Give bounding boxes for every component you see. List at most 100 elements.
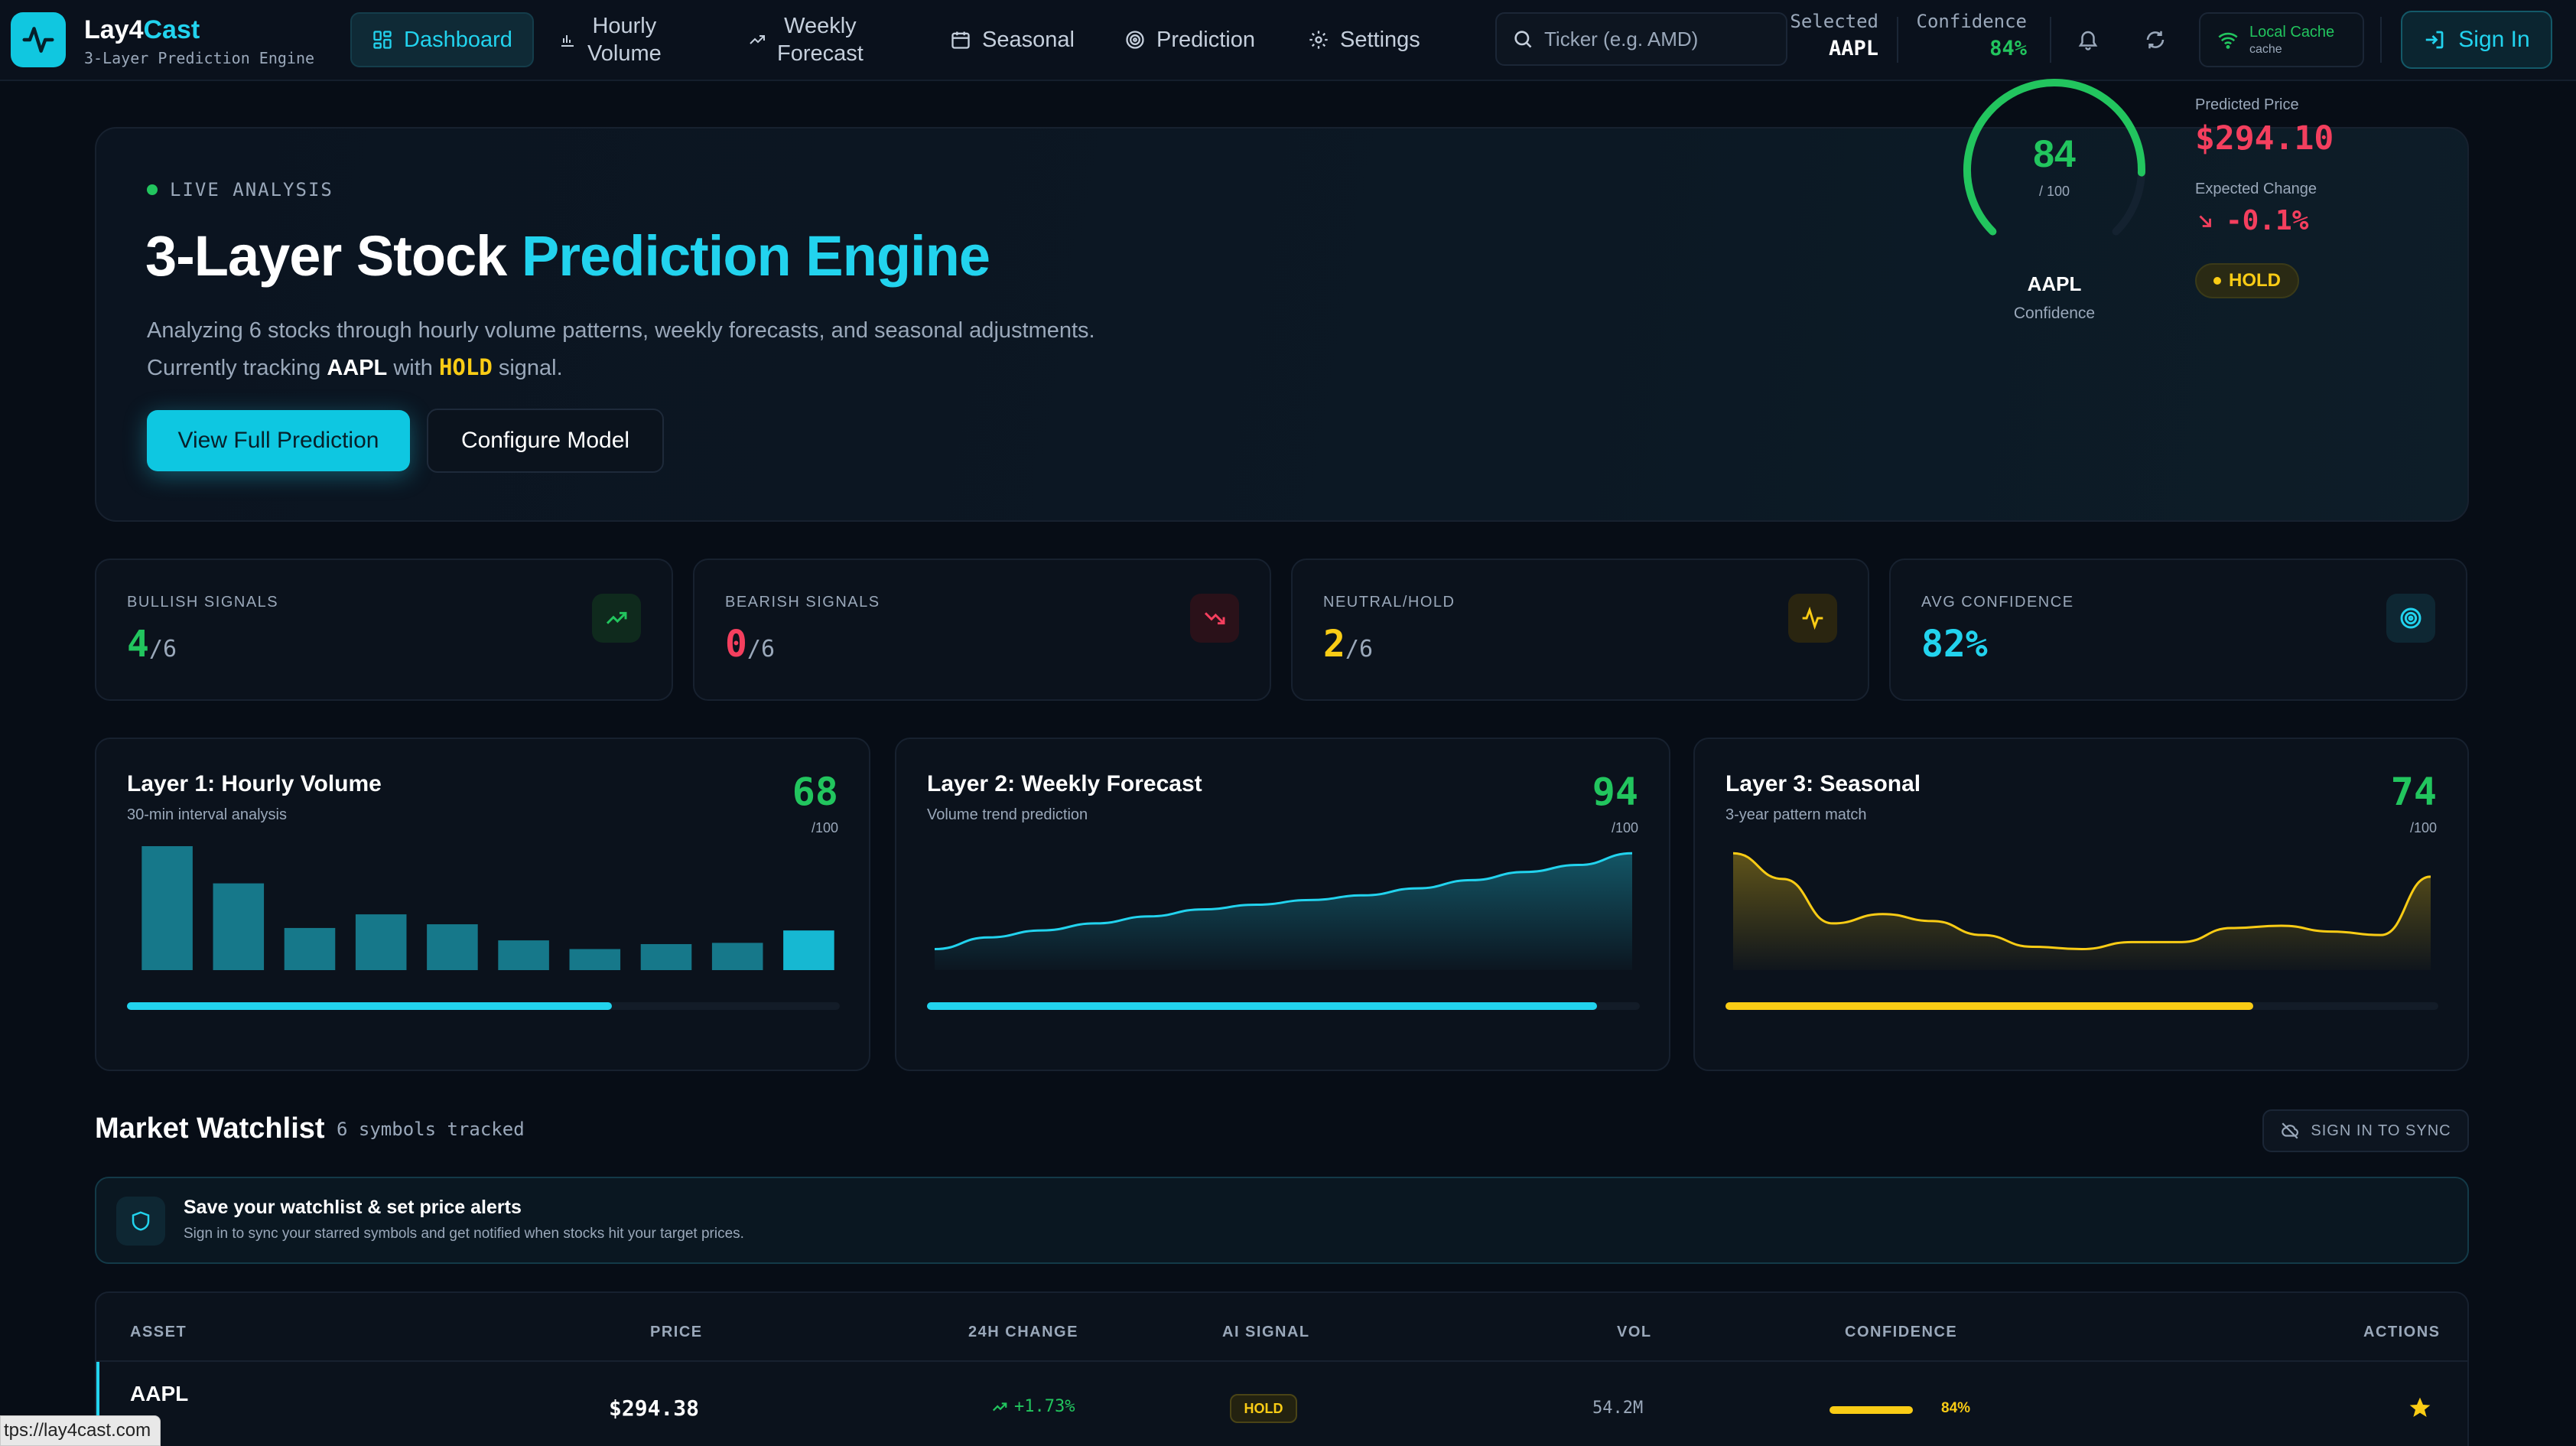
sign-in-to-sync-button[interactable]: SIGN IN TO SYNC xyxy=(2262,1109,2469,1152)
local-cache-title: Local Cache xyxy=(2249,23,2335,41)
live-dot xyxy=(147,184,158,195)
cloud-off-icon xyxy=(2282,1122,2299,1139)
layer-card-weekly-forecast[interactable]: Layer 2: Weekly Forecast Volume trend pr… xyxy=(895,738,1670,1071)
sign-in-button[interactable]: Sign In xyxy=(2401,11,2552,69)
nav-dashboard[interactable]: Dashboard xyxy=(350,12,534,67)
expected-change: -0.1% xyxy=(2195,205,2308,236)
column-header-price[interactable]: PRICE xyxy=(650,1324,703,1340)
search-icon xyxy=(1514,31,1532,48)
status-bar-url: tps://lay4cast.com xyxy=(0,1415,161,1446)
trending-up-icon xyxy=(606,611,627,624)
calendar-icon xyxy=(951,31,970,49)
gauge-max: / 100 xyxy=(2038,184,2070,199)
chart-bar xyxy=(640,943,692,970)
chart-bar xyxy=(783,930,834,970)
weekly-forecast-chart xyxy=(934,852,1633,970)
row-selected-accent xyxy=(96,1362,99,1446)
notifications-button[interactable] xyxy=(2071,23,2105,57)
layer-progress xyxy=(127,1002,840,1010)
chart-bar xyxy=(284,927,336,970)
nav-seasonal[interactable]: Seasonal xyxy=(950,12,1075,67)
nav-weekly-forecast[interactable]: Weekly Forecast xyxy=(748,12,864,67)
selected-ticker: Selected AAPL xyxy=(1787,11,1878,60)
chart-series-line xyxy=(1732,852,2431,951)
stat-value: 82% xyxy=(1921,623,1988,666)
stat-number: 82% xyxy=(1921,623,1988,666)
signal-badge: HOLD xyxy=(2195,263,2299,298)
star-button[interactable] xyxy=(2408,1396,2432,1424)
stat-card-bullish: BULLISH SIGNALS 4/6 xyxy=(95,559,673,701)
nav-hourly-volume-label: Hourly Volume xyxy=(587,14,662,66)
hero-description: Analyzing 6 stocks through hourly volume… xyxy=(147,312,1095,386)
confidence-gauge xyxy=(1963,79,2145,236)
layer-subtitle: 3-year pattern match xyxy=(1725,806,1867,823)
stat-card-neutral: NEUTRAL/HOLD 2/6 xyxy=(1291,559,1869,701)
stat-denominator: /6 xyxy=(746,636,776,663)
stat-label: AVG CONFIDENCE xyxy=(1921,594,2074,611)
ticker-search-input[interactable] xyxy=(1544,27,1774,51)
row-volume: 54.2M xyxy=(1592,1399,1644,1418)
stat-number: 0 xyxy=(725,623,747,666)
nav-weekly-forecast-label: Weekly Forecast xyxy=(777,14,864,66)
hero-desc-signal: HOLD xyxy=(438,354,493,380)
layer-progress-fill xyxy=(127,1002,612,1010)
nav-prediction[interactable]: Prediction xyxy=(1124,12,1255,67)
layer-subtitle: 30-min interval analysis xyxy=(127,806,287,823)
layer-progress xyxy=(1725,1002,2438,1010)
layer-card-seasonal[interactable]: Layer 3: Seasonal 3-year pattern match 7… xyxy=(1693,738,2469,1071)
configure-model-button[interactable]: Configure Model xyxy=(427,409,664,473)
row-price: $294.38 xyxy=(609,1396,700,1421)
selected-ticker-value: AAPL xyxy=(1828,37,1878,60)
refresh-icon xyxy=(2146,31,2165,49)
live-analysis-text: LIVE ANALYSIS xyxy=(170,179,333,200)
target-icon xyxy=(2400,607,2422,629)
sign-in-to-sync-label: SIGN IN TO SYNC xyxy=(2311,1122,2451,1139)
grid-icon xyxy=(373,31,392,49)
nav-settings[interactable]: Settings xyxy=(1308,12,1420,67)
row-confidence-bar xyxy=(1830,1406,1914,1414)
nav-seasonal-label: Seasonal xyxy=(982,27,1075,52)
layer-card-hourly-volume[interactable]: Layer 1: Hourly Volume 30-min interval a… xyxy=(95,738,870,1071)
stat-value: 4/6 xyxy=(127,623,177,666)
activity-icon xyxy=(1802,606,1823,630)
hero-desc-part3: signal. xyxy=(492,356,563,380)
stat-denominator: /6 xyxy=(148,636,177,663)
refresh-button[interactable] xyxy=(2139,23,2172,57)
ticker-search[interactable] xyxy=(1495,12,1787,66)
chart-bar xyxy=(427,924,478,970)
stat-card-avg-confidence: AVG CONFIDENCE 82% xyxy=(1889,559,2467,701)
gauge-symbol: AAPL xyxy=(2027,272,2082,295)
watchlist-table: ASSET PRICE 24H CHANGE AI SIGNAL VOL CON… xyxy=(95,1291,2469,1446)
column-header-confidence[interactable]: CONFIDENCE xyxy=(1845,1324,1958,1340)
trending-up-icon xyxy=(750,35,765,44)
predicted-price-label: Predicted Price xyxy=(2195,96,2299,113)
signal-badge-label: HOLD xyxy=(2229,270,2281,291)
divider xyxy=(2380,17,2382,63)
banner-description: Sign in to sync your starred symbols and… xyxy=(184,1226,744,1242)
hero-title: 3-Layer Stock Prediction Engine xyxy=(145,223,990,288)
stat-value: 2/6 xyxy=(1323,623,1373,666)
nav-hourly-volume[interactable]: Hourly Volume xyxy=(558,12,662,67)
view-full-prediction-button[interactable]: View Full Prediction xyxy=(147,410,410,471)
column-header-24h-change[interactable]: 24H CHANGE xyxy=(968,1324,1078,1340)
layer-score-denominator: /100 xyxy=(811,820,838,835)
stat-denominator: /6 xyxy=(1345,636,1374,663)
watchlist-signin-banner[interactable]: Save your watchlist & set price alerts S… xyxy=(95,1177,2469,1264)
column-header-vol[interactable]: VOL xyxy=(1617,1324,1652,1340)
chart-bar xyxy=(141,846,193,970)
top-navbar: Lay4Cast 3-Layer Prediction Engine Dashb… xyxy=(0,0,2576,81)
divider xyxy=(2050,17,2051,63)
nav-dashboard-label: Dashboard xyxy=(404,27,512,52)
confidence-readout: Confidence 84% xyxy=(1912,11,2028,60)
local-cache-sub: cache xyxy=(2249,42,2282,56)
column-header-ai-signal[interactable]: AI SIGNAL xyxy=(1222,1324,1310,1340)
logo-mark[interactable] xyxy=(11,12,66,67)
layer-score: 74 xyxy=(2390,770,2437,814)
row-signal-badge: HOLD xyxy=(1230,1394,1297,1423)
column-header-asset[interactable]: ASSET xyxy=(130,1324,187,1340)
layer-progress-fill xyxy=(1725,1002,2253,1010)
hero-panel: LIVE ANALYSIS 3-Layer Stock Prediction E… xyxy=(95,127,2469,522)
seasonal-chart xyxy=(1732,852,2431,970)
gauge-arc xyxy=(1963,79,2145,236)
local-cache-badge[interactable]: Local Cache cache xyxy=(2199,12,2364,67)
